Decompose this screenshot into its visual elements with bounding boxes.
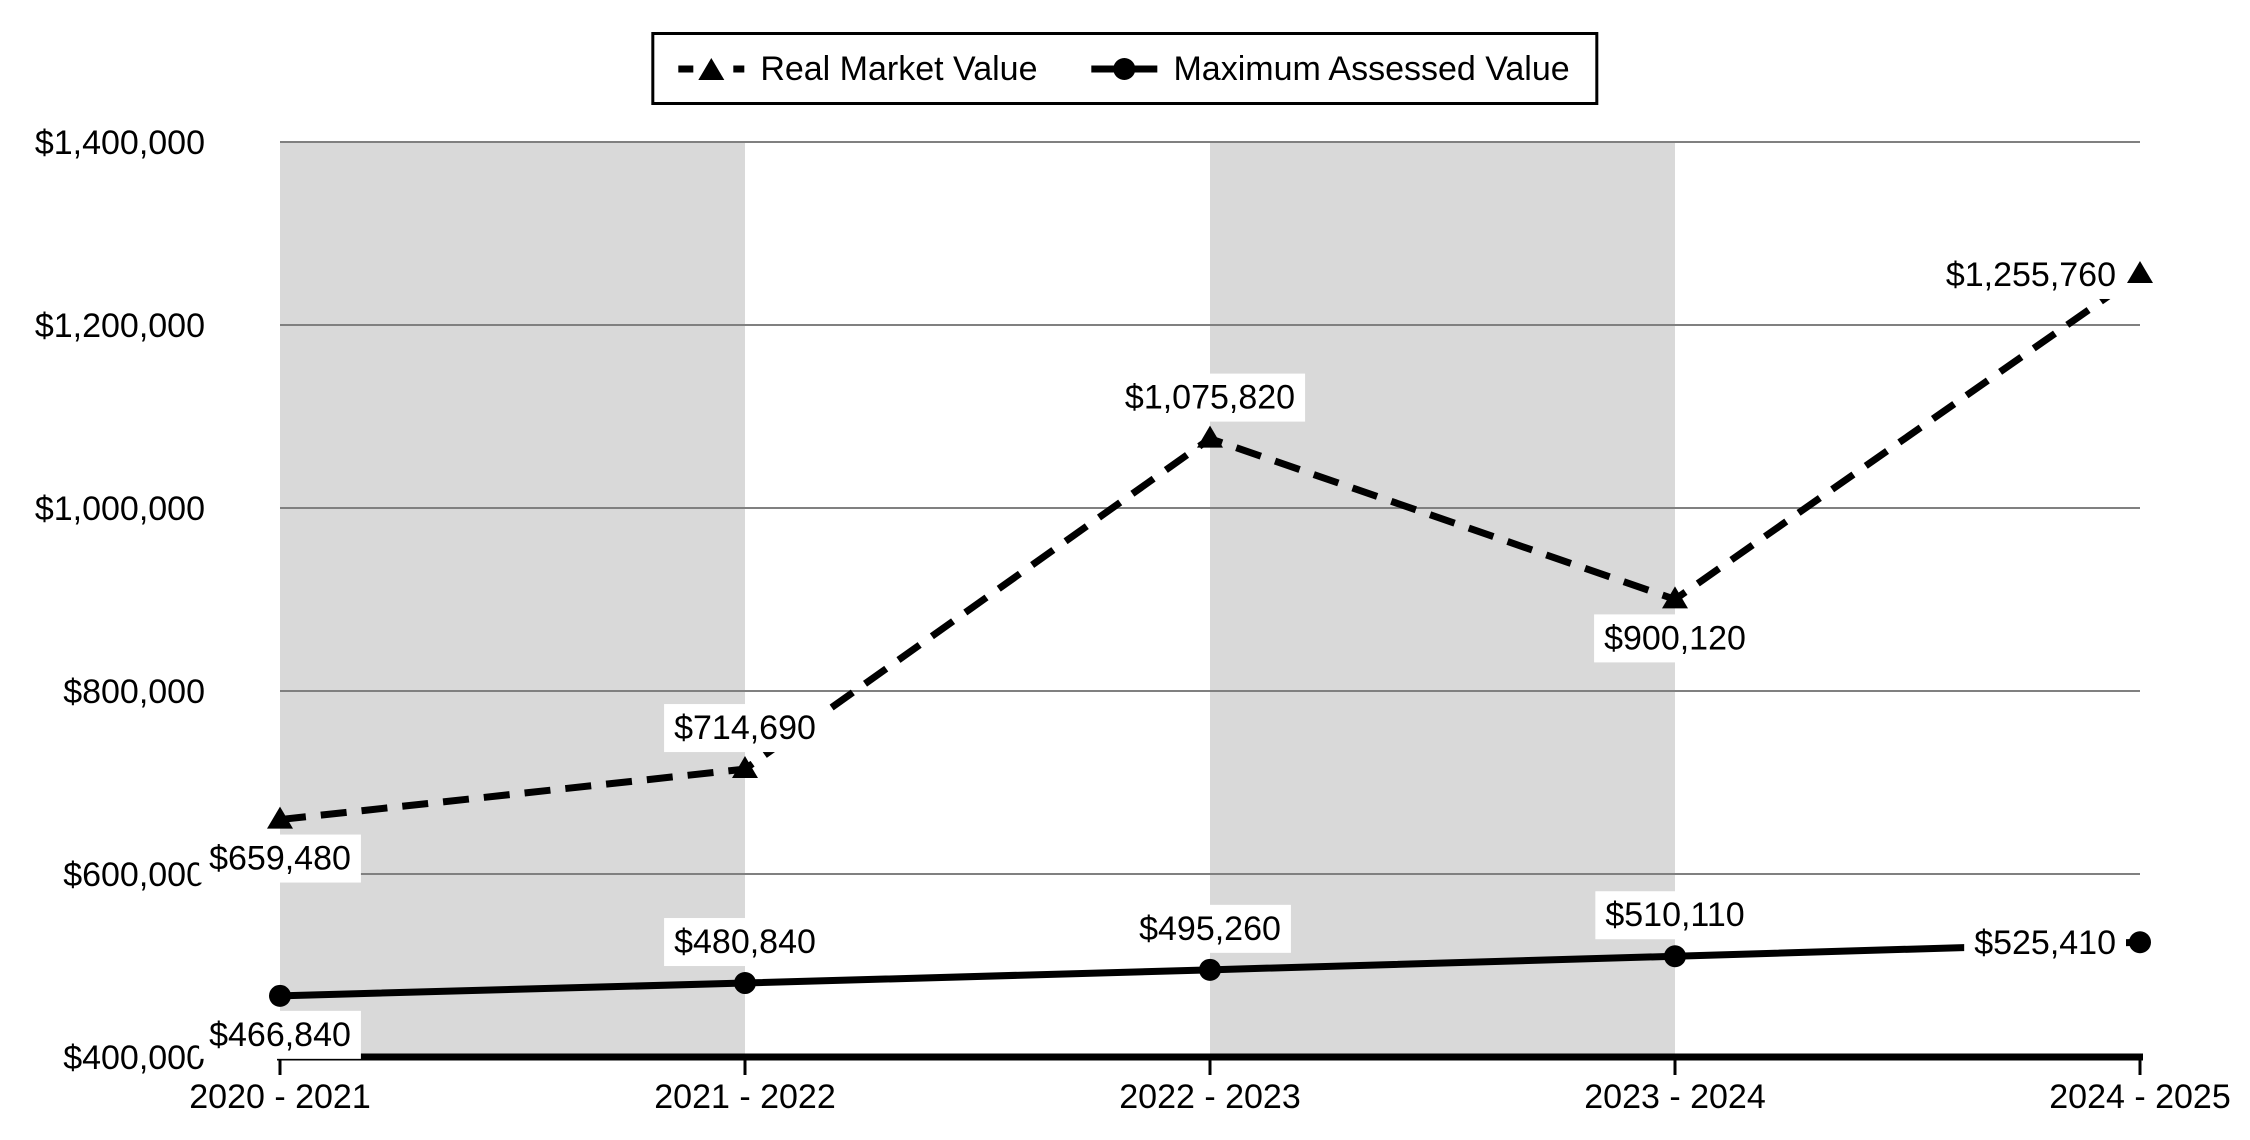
legend-label-maximum-assessed-value: Maximum Assessed Value: [1173, 49, 1570, 88]
data-label: $659,480: [209, 840, 351, 878]
data-label-background: [1114, 373, 1306, 422]
marker-triangle: [732, 756, 758, 779]
data-label: $480,840: [674, 923, 816, 961]
data-label-group: $480,840: [664, 918, 826, 967]
x-tick-label: 2023 - 2024: [1584, 1078, 1766, 1116]
data-label-group: $495,260: [1129, 904, 1291, 953]
data-label: $495,260: [1139, 910, 1281, 948]
marker-circle: [2129, 931, 2151, 954]
data-label-background: [1964, 919, 2126, 968]
y-tick-label: $1,200,000: [35, 307, 205, 345]
data-label: $900,120: [1604, 619, 1746, 657]
legend-solid-circle-icon: [1091, 57, 1158, 80]
data-label-background: [664, 704, 826, 753]
legend-item-real-market-value: Real Market Value: [676, 52, 1037, 86]
marker-circle: [269, 984, 291, 1007]
legend-dashed-triangle-icon: [678, 57, 745, 80]
data-label-background: [1129, 904, 1291, 953]
marker-circle: [1664, 945, 1686, 968]
data-label-background: [1935, 250, 2126, 299]
x-tick-label: 2021 - 2022: [654, 1078, 836, 1116]
data-label-group: $525,410: [1964, 919, 2126, 968]
data-label: $525,410: [1974, 924, 2116, 962]
data-label-background: [1594, 614, 1756, 663]
marker-triangle: [1662, 586, 1688, 609]
data-label: $466,840: [209, 1016, 351, 1054]
data-label: $1,255,760: [1946, 256, 2116, 294]
data-label-background: [199, 1010, 361, 1059]
data-label-group: $1,075,820: [1114, 373, 1306, 422]
data-label-group: $900,120: [1594, 614, 1756, 663]
data-label-group: $714,690: [664, 704, 826, 753]
y-tick-label: $1,400,000: [35, 124, 205, 162]
y-tick-label: $1,000,000: [35, 490, 205, 528]
marker-triangle: [1197, 425, 1223, 448]
data-label-group: $510,110: [1595, 891, 1755, 940]
data-label-group: $1,255,760: [1935, 250, 2126, 299]
data-label-background: [199, 834, 361, 883]
legend-item-maximum-assessed-value: Maximum Assessed Value: [1089, 49, 1570, 88]
x-tick-label: 2020 - 2021: [189, 1078, 371, 1116]
marker-circle: [1199, 958, 1221, 981]
data-label-group: $659,480: [199, 834, 361, 883]
x-tick-label: 2022 - 2023: [1119, 1078, 1301, 1116]
marker-circle: [734, 972, 756, 995]
legend: Real Market Value Maximum Assessed Value: [651, 32, 1599, 105]
y-tick-label: $600,000: [63, 856, 205, 894]
data-label: $1,075,820: [1125, 379, 1295, 417]
data-label: $510,110: [1605, 896, 1744, 934]
data-label-background: [664, 918, 826, 967]
data-label: $714,690: [674, 709, 816, 747]
legend-label-real-market-value: Real Market Value: [760, 49, 1038, 88]
marker-triangle: [267, 806, 293, 829]
plot-band: [280, 142, 745, 1057]
y-tick-label: $400,000: [63, 1039, 205, 1077]
data-label-background: [1595, 891, 1755, 940]
marker-triangle: [2127, 260, 2153, 283]
data-label-group: $466,840: [199, 1010, 361, 1059]
x-tick-label: 2024 - 2025: [2049, 1078, 2231, 1116]
y-tick-label: $800,000: [63, 673, 205, 711]
